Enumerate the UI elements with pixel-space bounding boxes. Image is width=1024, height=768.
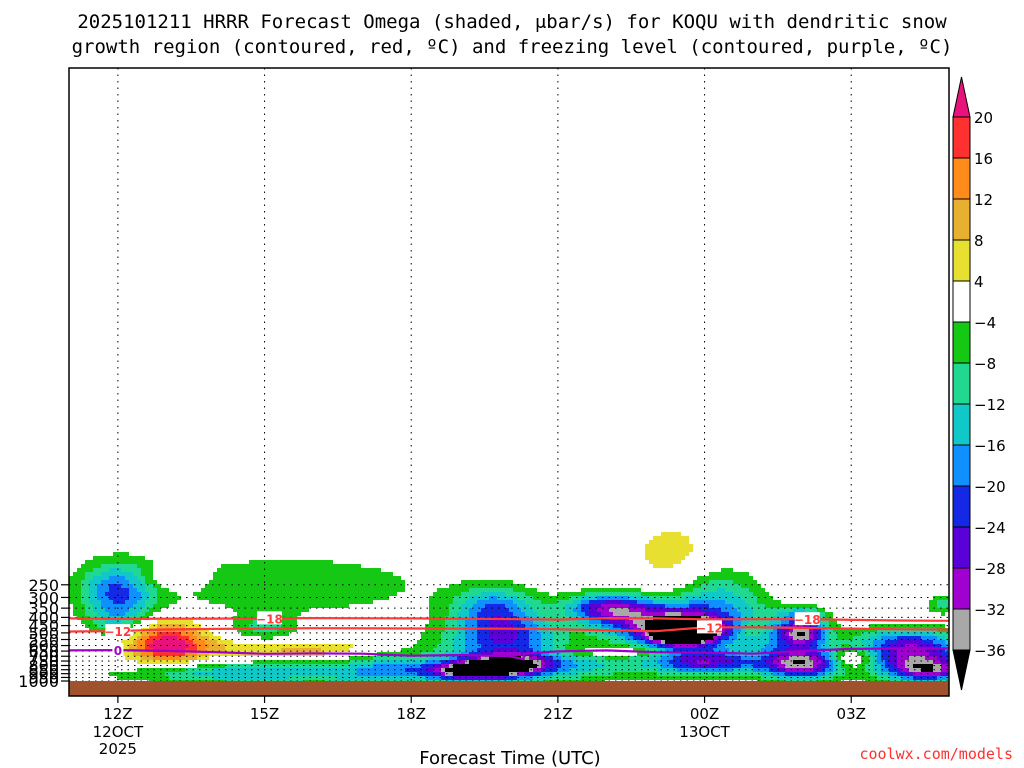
y-tick-label: 600 (28, 637, 59, 656)
gridlines (69, 68, 949, 682)
colorbar-swatch (952, 567, 971, 610)
y-tick-label: 300 (28, 588, 59, 607)
colorbar-swatch (952, 198, 971, 241)
y-tick-label: 500 (28, 624, 59, 643)
y-tick-label: 250 (28, 576, 59, 595)
colorbar-label: 16 (974, 150, 993, 168)
colorbar-swatch (952, 362, 971, 405)
colorbar-label: 20 (974, 109, 993, 127)
x-tick-year: 2025 (99, 740, 137, 758)
x-tick-label: 12Z (103, 705, 132, 723)
colorbar-swatch (952, 608, 971, 651)
y-tick-label: 550 (28, 631, 59, 650)
freezing-level-contour (69, 647, 949, 661)
colorbar-label: 4 (974, 273, 984, 291)
y-tick-label: 1000 (18, 672, 59, 691)
colorbar-swatch (952, 280, 971, 323)
plot-area: −18 −18 −12 −12 0 (69, 68, 949, 696)
colorbar-label: −8 (974, 355, 996, 373)
x-tick-label: 18Z (397, 705, 426, 723)
colorbar-label: −4 (974, 314, 996, 332)
chart-title-line1: 2025101211 HRRR Forecast Omega (shaded, … (77, 11, 947, 33)
colorbar-label: −32 (974, 601, 1006, 619)
freezing-level-contour-label: 0 (114, 644, 122, 658)
contour-minus12-label: −12 (105, 625, 132, 639)
contour-minus18-label-bg (256, 611, 282, 625)
colorbar-swatch (952, 403, 971, 446)
colorbar-swatch (952, 157, 971, 200)
x-tick-date: 12OCT (93, 723, 144, 741)
y-tick-label: 800 (28, 657, 59, 676)
contour-minus18-label: −18 (794, 613, 821, 627)
contour-minus18-label: −18 (256, 612, 283, 626)
colorbar-label: −16 (974, 437, 1006, 455)
colorbar-label: −28 (974, 560, 1006, 578)
colorbar-label: −20 (974, 478, 1006, 496)
contour-minus12-label-bg (696, 620, 722, 634)
y-tick-label: 350 (28, 599, 59, 618)
colorbar-swatch (952, 321, 971, 364)
plot-frame (68, 67, 950, 697)
y-tick-label: 400 (28, 608, 59, 627)
y-tick-label: 900 (28, 665, 59, 684)
colorbar-bottom-arrow (952, 649, 971, 691)
contour-minus12-label-bg (105, 624, 131, 638)
colorbar-swatch (952, 116, 971, 159)
x-tick-label: 15Z (250, 705, 279, 723)
contour-minus12 (69, 626, 949, 633)
temperature-contours: −18 −18 −12 −12 0 (69, 611, 949, 661)
y-tick-label: 700 (28, 647, 59, 666)
x-tick-date: 13OCT (679, 723, 730, 741)
colorbar-swatch (952, 485, 971, 528)
chart-title-line2: growth region (contoured, red, ºC) and f… (72, 36, 953, 58)
contour-minus12-label: −12 (696, 621, 723, 635)
y-tick-label: 850 (28, 661, 59, 680)
colorbar-label: 8 (974, 232, 984, 250)
contour-minus18-label-bg (794, 612, 820, 626)
y-tick-label: 750 (28, 652, 59, 671)
y-tick-label: 450 (28, 617, 59, 636)
credit-text[interactable]: coolwx.com/models (859, 745, 1013, 763)
x-tick-label: 21Z (543, 705, 572, 723)
freezing-level-contour-label-bg (112, 643, 124, 657)
x-tick-label: 00Z (690, 705, 719, 723)
y-tick-label: 950 (28, 668, 59, 687)
colorbar-label: −36 (974, 642, 1006, 660)
colorbar-label: 12 (974, 191, 993, 209)
ground-surface (69, 681, 949, 696)
colorbar-swatch (952, 239, 971, 282)
y-axis: 2503003504004505005506006507007508008509… (18, 576, 69, 691)
colorbar-label: −24 (974, 519, 1006, 537)
colorbar-top-arrow (952, 76, 971, 118)
colorbar-swatch (952, 526, 971, 569)
y-tick-label: 650 (28, 642, 59, 661)
colorbar-label: −12 (974, 396, 1006, 414)
colorbar: 20 16 12 8 4 −4 −8 −12 −16 −20 −24 −28 −32 −36 (952, 76, 1006, 691)
x-tick-label: 03Z (837, 705, 866, 723)
x-axis-label: Forecast Time (UTC) (419, 748, 600, 768)
colorbar-swatch (952, 444, 971, 487)
